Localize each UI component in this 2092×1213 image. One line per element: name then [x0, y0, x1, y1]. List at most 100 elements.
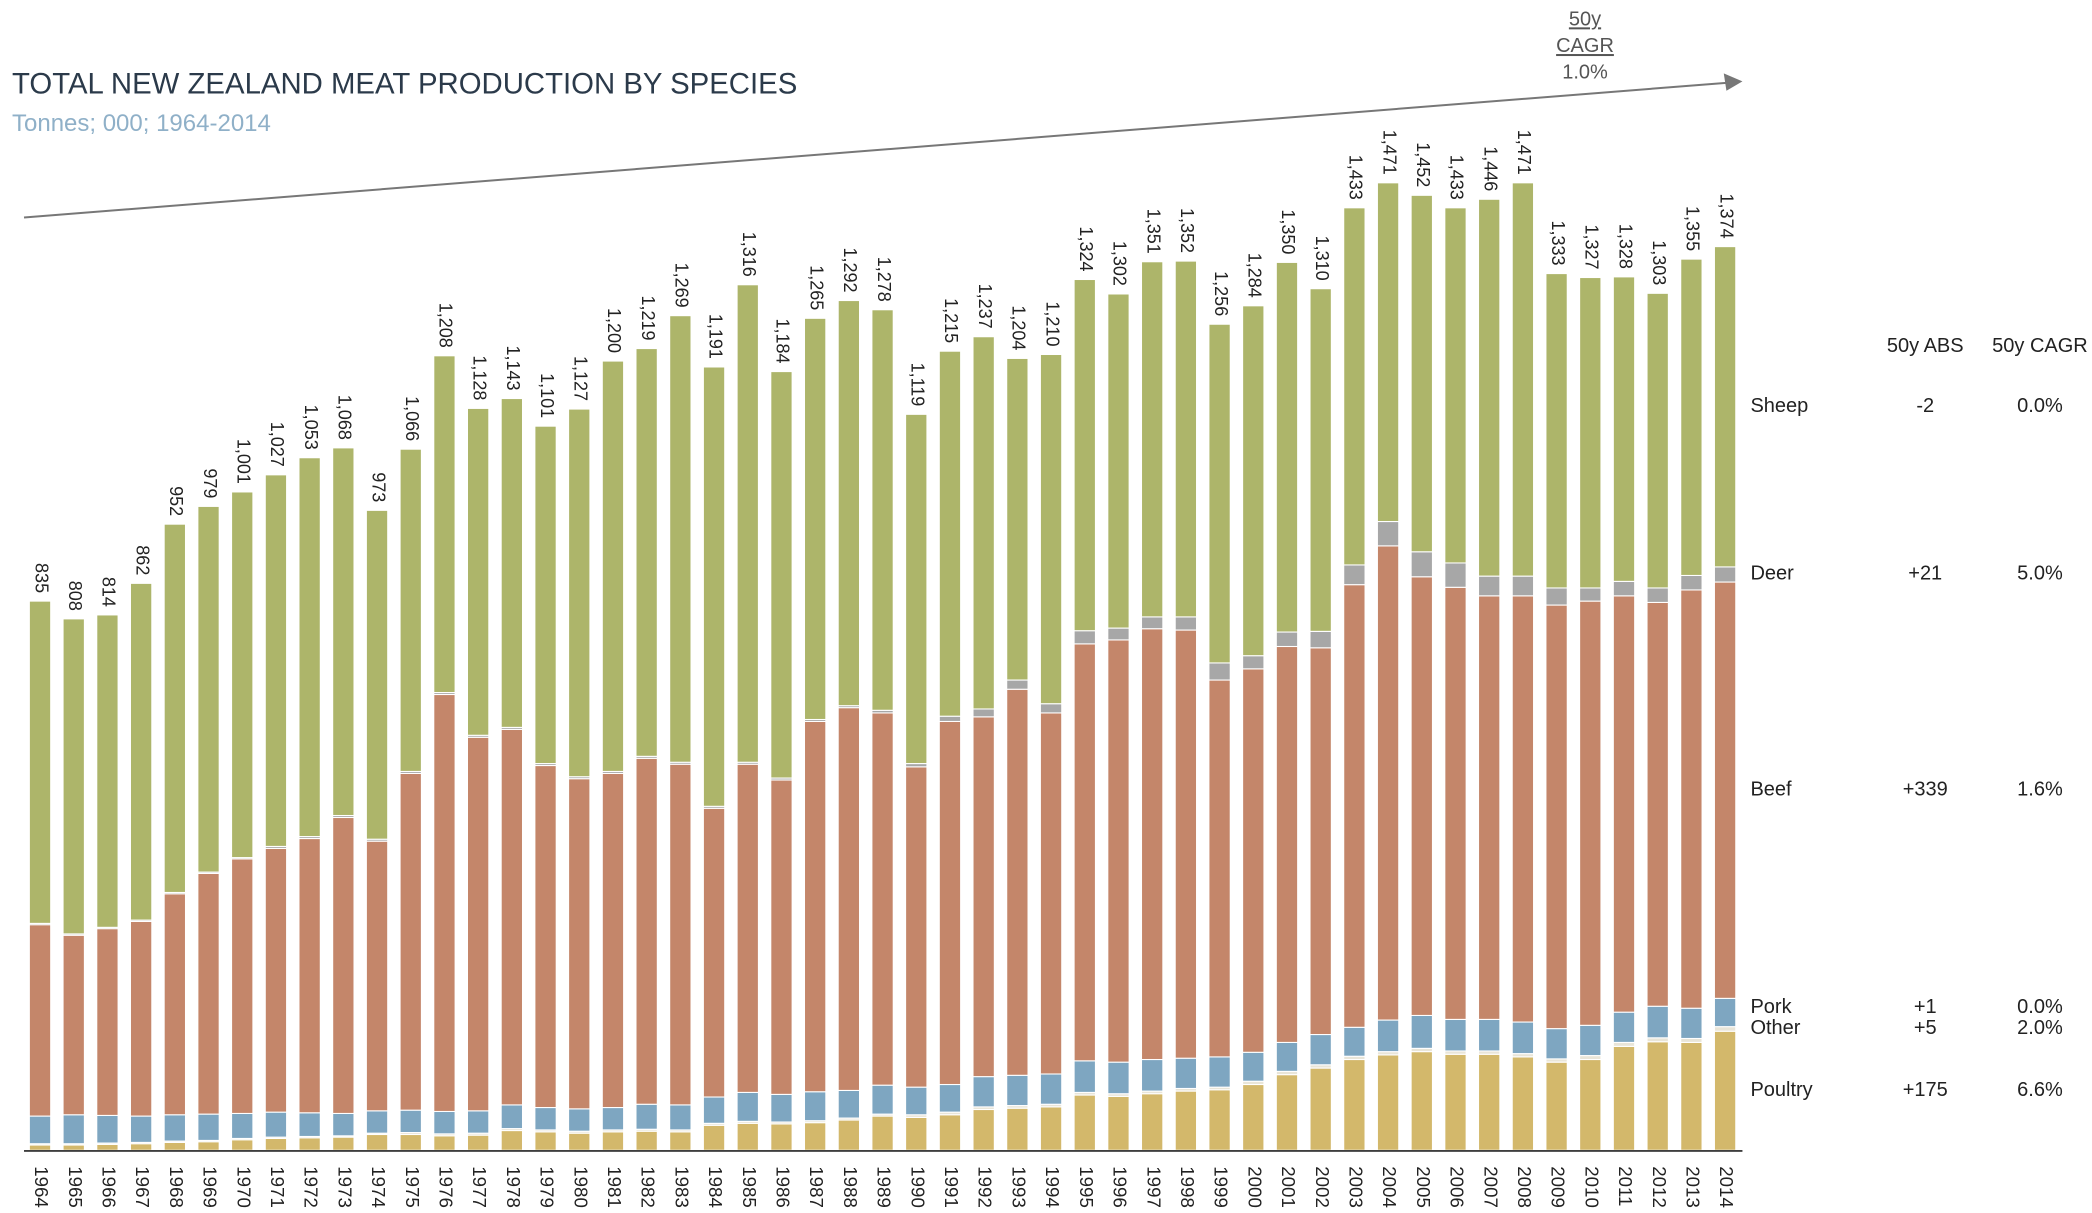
total-label: 1,237 [975, 284, 995, 329]
bar-segment [1680, 589, 1703, 1009]
bar-segment [905, 413, 928, 765]
bar-segment [1343, 584, 1366, 1028]
bar-segment [1511, 575, 1535, 597]
total-label: 1,119 [908, 363, 928, 407]
bar-segment [1343, 1026, 1366, 1057]
bar-segment [1174, 616, 1198, 631]
x-tick-label: 1979 [537, 1166, 558, 1208]
bar-segment [1174, 629, 1198, 1059]
bar-segment [1242, 668, 1265, 1053]
bar-segment [1208, 679, 1231, 1058]
bar-segment [1477, 1053, 1501, 1151]
x-tick-label: 1994 [1042, 1166, 1063, 1208]
bar-segment [197, 872, 220, 1115]
bar-segment [1713, 566, 1737, 583]
summary-abs: +5 [1914, 1017, 1937, 1039]
bar-segment [197, 1141, 220, 1151]
total-label: 1,204 [1009, 305, 1029, 350]
x-tick-label: 1974 [368, 1166, 389, 1208]
bar-segment [1444, 1053, 1467, 1151]
bar-segment [1410, 194, 1433, 553]
total-label: 1,355 [1683, 206, 1703, 251]
bar-segment [1410, 1051, 1433, 1151]
x-tick-label: 1998 [1177, 1166, 1198, 1208]
x-tick-label: 1999 [1211, 1166, 1232, 1208]
x-tick-label: 1988 [840, 1166, 861, 1208]
bar-segment [62, 934, 85, 1116]
x-tick-label: 1992 [975, 1166, 996, 1208]
bar-segment [1612, 276, 1636, 582]
bar-segment [1107, 1095, 1130, 1151]
x-tick-label: 1986 [773, 1166, 794, 1208]
x-tick-label: 1978 [503, 1166, 524, 1208]
bar-segment [1579, 600, 1602, 1026]
bar-segment [163, 893, 187, 1116]
total-label: 1,184 [773, 319, 793, 364]
bar-segment [399, 448, 422, 772]
bar-segment [1343, 564, 1366, 586]
bar-segment [669, 1104, 692, 1131]
x-tick-label: 2011 [1615, 1166, 1636, 1206]
summary-abs: +175 [1903, 1079, 1948, 1101]
bar-segment [1242, 1051, 1265, 1082]
bar-segment [635, 757, 658, 1105]
bar-segment [264, 1111, 288, 1138]
bar-segment [1477, 198, 1501, 577]
bar-segment [1545, 273, 1568, 589]
bar-segment [129, 582, 153, 921]
x-tick-label: 2004 [1379, 1166, 1400, 1208]
bar-segment [770, 1123, 793, 1151]
bar-segment [1376, 1054, 1400, 1151]
bar-segment [1444, 1018, 1467, 1052]
bar-segment [568, 1108, 591, 1132]
total-label: 1,452 [1413, 142, 1433, 187]
bar-segment [129, 1143, 153, 1151]
total-label: 835 [31, 563, 51, 593]
bar-segment [466, 407, 490, 736]
bar-segment [1309, 630, 1332, 649]
legend-label: Beef [1750, 778, 1792, 800]
total-label: 1,302 [1110, 241, 1130, 286]
x-tick-label: 2000 [1244, 1166, 1265, 1208]
summary-abs: +1 [1914, 996, 1937, 1018]
bar-segment [1343, 207, 1366, 566]
bar-segment [1612, 595, 1636, 1013]
total-label: 973 [368, 472, 388, 502]
bar-segment [669, 763, 692, 1106]
x-tick-label: 1995 [1076, 1166, 1097, 1208]
x-tick-label: 1965 [65, 1166, 86, 1208]
total-label: 1,053 [301, 405, 321, 450]
bar-segment [1376, 182, 1400, 523]
bar-segment [1006, 1074, 1029, 1107]
summary-cagr: 1.6% [2017, 778, 2063, 800]
bar-segment [433, 693, 456, 1113]
total-label: 1,303 [1649, 240, 1669, 285]
bar-segment [1208, 323, 1231, 664]
bar-segment [972, 708, 995, 718]
x-tick-label: 2010 [1581, 1166, 1602, 1208]
total-label: 1,269 [672, 263, 692, 308]
bar-segment [1039, 703, 1063, 714]
total-label: 1,256 [1211, 271, 1231, 316]
x-tick-label: 2013 [1682, 1166, 1703, 1208]
total-label: 1,128 [469, 355, 489, 400]
bar-segment [62, 618, 85, 935]
bar-segment [1444, 562, 1467, 588]
bar-segment [736, 1122, 759, 1151]
bar-segment [1107, 639, 1130, 1063]
x-tick-label: 1975 [402, 1166, 423, 1208]
chart-subtitle: Tonnes; 000; 1964-2014 [12, 110, 271, 137]
x-tick-label: 2007 [1480, 1166, 1501, 1208]
cagr-arrowhead [1723, 73, 1743, 91]
bar-segment [231, 1112, 254, 1139]
x-tick-label: 2009 [1548, 1166, 1569, 1208]
bar-segment [736, 763, 759, 1093]
bar-segment [1073, 643, 1096, 1062]
bar-segment [129, 920, 153, 1117]
annotation: CAGR [1556, 35, 1614, 57]
bar-segment [534, 1106, 557, 1131]
bar-segment [803, 317, 827, 721]
bar-segment [298, 838, 321, 1114]
total-label: 1,066 [402, 396, 422, 441]
total-label: 952 [166, 486, 186, 516]
